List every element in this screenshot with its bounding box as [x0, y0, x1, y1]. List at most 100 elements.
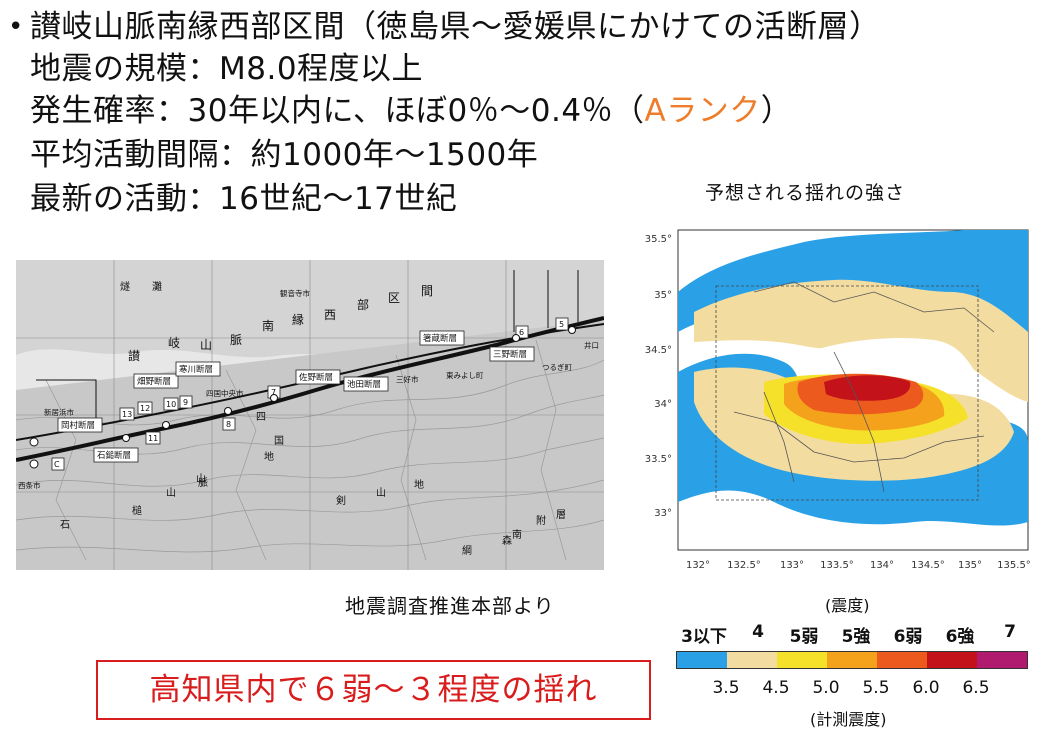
fault-name: 佐野断層	[299, 372, 333, 383]
mountain-label: 山	[196, 473, 206, 485]
intensity-map: 35.5° 35° 34.5° 34° 33.5° 33° 132° 132.5…	[634, 222, 1039, 584]
lower-label: 附	[536, 514, 546, 527]
segment-number: 6	[519, 328, 524, 337]
fault-name: 寒川断層	[179, 364, 213, 375]
fault-line-secondary	[16, 323, 604, 441]
legend-unit: (計測震度)	[810, 710, 887, 729]
legend-label: 5強	[841, 627, 871, 647]
probability-prefix: 発生確率：30年以内に、ほぼ0％～0.4％（	[30, 93, 645, 129]
place-name: 西条市	[18, 480, 41, 490]
legend-tick: 6.0	[912, 678, 940, 698]
legend-intensity-labels: 3以下 4 5弱 5強 6弱 6強 7	[676, 622, 1036, 647]
lower-label: 南	[512, 528, 522, 541]
fault-name: 池田断層	[347, 379, 381, 390]
fault-name: 箸蔵断層	[423, 333, 457, 344]
y-axis: 35.5° 35° 34.5° 34° 33.5° 33°	[645, 234, 672, 519]
place-name: 三好市	[396, 374, 419, 384]
legend-tick: 3.5	[712, 678, 740, 698]
segment-number: C	[54, 460, 60, 469]
place-name: 四国中央市	[206, 388, 244, 398]
region-label: 西	[324, 308, 336, 322]
segment-number: 5	[559, 320, 564, 329]
legend-label: 6強	[945, 627, 975, 647]
lower-label: 脈	[198, 476, 208, 489]
latest-activity-line: 最新の活動：16世紀～17世紀	[30, 181, 458, 217]
legend-measured-values: 3.5 4.5 5.0 5.5 6.0 6.5	[676, 678, 1036, 700]
x-tick: 134.5°	[911, 560, 945, 571]
sea-label: 灘	[152, 280, 162, 293]
y-tick: 34°	[654, 399, 672, 410]
segment-number: 12	[140, 404, 150, 413]
terrain-texture	[16, 339, 604, 561]
fault-model-area	[715, 285, 979, 501]
fault-map: 讃 岐 山 脈 南 縁 西 部 区 間 燧 灘 四 国 山 地 石 槌 山 脈 …	[16, 260, 604, 570]
segment-number: 8	[226, 420, 231, 429]
place-name: 新居浜市	[44, 407, 74, 417]
place-name: 井口	[584, 340, 599, 350]
x-tick: 133°	[780, 560, 804, 571]
map-grid	[16, 260, 604, 570]
lower-label: 山	[166, 487, 176, 499]
lower-label: 層	[556, 509, 566, 521]
mountain-labels: 四 国 山 地	[196, 412, 284, 485]
segment-markers: 13 12 11 10 9 8 7 6 5 C	[51, 317, 569, 471]
lower-label: 山	[376, 487, 386, 499]
mountain-label: 四	[256, 412, 266, 423]
fault-name-boxes: 岡村断層 石鎚断層 畑野断層 寒川断層 佐野断層 池田断層 三野断層 箸蔵断層	[57, 330, 535, 463]
leader-line-left	[36, 379, 97, 420]
legend-tick: 4.5	[762, 678, 790, 698]
fault-name: 石鎚断層	[97, 450, 131, 461]
lower-label: 剣	[336, 495, 346, 507]
segment-number: 9	[183, 398, 188, 407]
segment-endpoints	[29, 326, 576, 469]
y-tick: 33°	[654, 508, 672, 519]
shaking-caption: 予想される揺れの強さ	[705, 182, 906, 204]
legend-tick: 6.5	[962, 678, 990, 698]
legend-label: 6弱	[893, 627, 923, 647]
legend-swatch	[977, 652, 1027, 668]
mountain-label: 地	[264, 450, 274, 463]
sea-label: 燧	[120, 280, 130, 293]
fault-name: 岡村断層	[61, 420, 95, 431]
interval-line: 平均活動間隔：約1000年～1500年	[30, 137, 539, 173]
x-tick: 133.5°	[820, 560, 854, 571]
sea-labels: 燧 灘	[120, 280, 162, 293]
place-name: つるぎ町	[542, 362, 572, 372]
region-label: 脈	[230, 333, 242, 347]
region-label: 岐	[168, 336, 180, 350]
leader-lines	[513, 270, 579, 332]
lower-label: 石	[60, 520, 70, 531]
region-label: 讃	[128, 349, 140, 363]
inland-sea	[780, 338, 974, 380]
legend-tick: 5.5	[862, 678, 890, 698]
region-label: 南	[262, 318, 274, 333]
y-tick: 34.5°	[645, 345, 672, 356]
probability-rank: Aランク	[644, 93, 761, 129]
legend-swatch	[777, 652, 827, 668]
legend-label: 3以下	[681, 627, 727, 647]
fault-name: 畑野断層	[137, 376, 171, 387]
legend-swatch	[827, 652, 877, 668]
x-tick: 132.5°	[727, 560, 761, 571]
region-label: 縁	[292, 312, 304, 327]
legend-title: (震度)	[825, 596, 870, 615]
x-tick: 135°	[958, 560, 982, 571]
lower-label: 地	[414, 478, 424, 491]
lower-labels: 石 槌 山 脈 剣 山 地 南 森 附 層 綱	[60, 476, 566, 557]
prefecture-boundaries	[733, 281, 995, 493]
source-credit: 地震調査推進本部より	[345, 594, 555, 618]
mountain-label: 国	[274, 435, 284, 447]
legend-label: 5弱	[789, 627, 819, 647]
legend-swatch	[727, 652, 777, 668]
y-tick: 35°	[654, 290, 672, 301]
region-labels: 讃 岐 山 脈 南 縁 西 部 区 間	[128, 284, 433, 363]
region-label: 区	[388, 291, 400, 305]
region-label: 間	[421, 284, 433, 298]
lower-label: 森	[502, 534, 512, 547]
segment-number: 7	[271, 388, 276, 397]
lower-label: 槌	[132, 504, 142, 517]
lower-label: 綱	[462, 544, 472, 557]
fault-title: 讃岐山脈南縁西部区間（徳島県～愛媛県にかけての活断層）	[30, 9, 881, 45]
y-tick: 35.5°	[645, 234, 672, 245]
x-tick: 134°	[870, 560, 894, 571]
